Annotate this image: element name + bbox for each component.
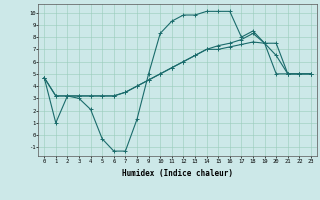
X-axis label: Humidex (Indice chaleur): Humidex (Indice chaleur) <box>122 169 233 178</box>
